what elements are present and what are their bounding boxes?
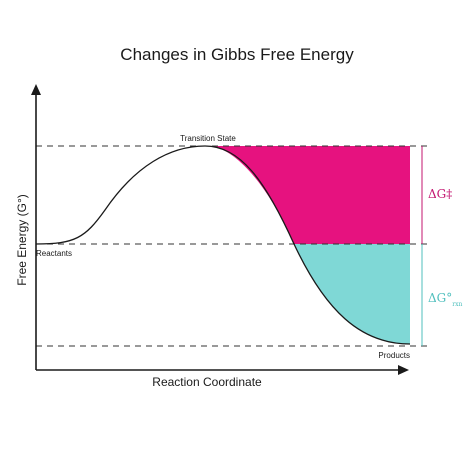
y-axis-arrow-icon: [31, 84, 41, 95]
reaction-energy-region: [294, 244, 410, 344]
reaction-energy-label: ΔG°rxn: [428, 291, 463, 308]
y-axis-label: Free Energy (G°): [15, 194, 29, 286]
reaction-energy-curve: [35, 145, 411, 345]
reaction-energy-label-main: ΔG°: [428, 291, 452, 305]
transition-state-label: Transition State: [180, 134, 236, 143]
diagram-title: Changes in Gibbs Free Energy: [120, 45, 354, 64]
reactants-label: Reactants: [36, 249, 72, 258]
x-axis-arrow-icon: [398, 365, 409, 375]
products-label: Products: [378, 351, 410, 360]
x-axis-label: Reaction Coordinate: [152, 375, 262, 389]
activation-energy-label: ΔG‡: [428, 187, 452, 201]
activation-energy-region: [212, 146, 410, 244]
reaction-energy-label-subscript: rxn: [452, 301, 462, 308]
